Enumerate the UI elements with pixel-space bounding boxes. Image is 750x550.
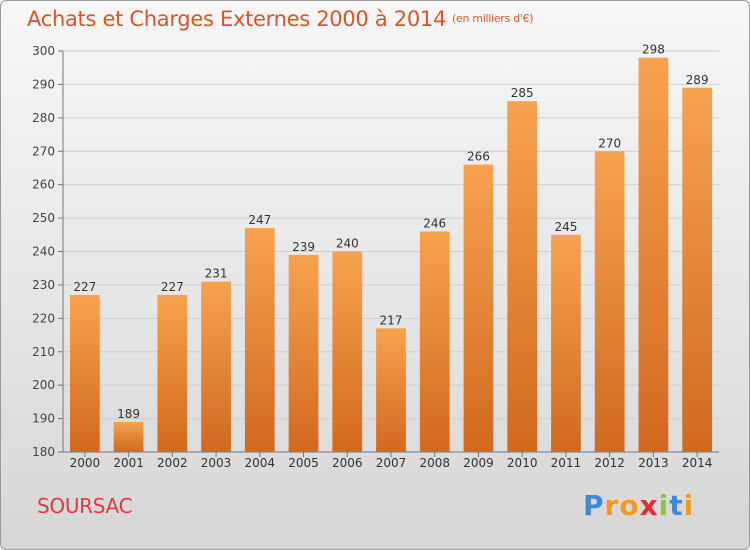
data-label-2008: 246	[423, 216, 446, 230]
logo-letter: x	[639, 489, 659, 522]
x-tick-label: 2009	[463, 456, 494, 470]
bar-2004	[244, 228, 275, 452]
data-label-2014: 289	[686, 73, 709, 87]
data-label-2005: 239	[292, 240, 315, 254]
y-tick-label: 300	[32, 44, 55, 58]
bar-2001	[113, 421, 144, 452]
x-tick-label: 2002	[157, 456, 188, 470]
x-tick-label: 2007	[376, 456, 407, 470]
data-label-2007: 217	[380, 313, 403, 327]
data-label-2012: 270	[598, 136, 621, 150]
bar-2007	[376, 328, 406, 452]
bar-2000	[69, 294, 100, 452]
y-tick-label: 260	[32, 178, 55, 192]
bar-2006	[332, 251, 363, 452]
data-label-2000: 227	[73, 280, 96, 294]
bar-2013	[638, 57, 669, 452]
y-tick-label: 250	[32, 211, 55, 225]
x-tick-label: 2000	[70, 456, 101, 470]
data-label-2006: 240	[336, 237, 359, 251]
x-tick-label: 2008	[419, 456, 450, 470]
chart-subtitle: (en milliers d'€)	[452, 12, 534, 25]
bar-2014	[682, 87, 713, 452]
bar-2002	[157, 294, 188, 452]
y-tick-label: 230	[32, 278, 55, 292]
x-tick-label: 2012	[594, 456, 625, 470]
data-label-2002: 227	[161, 280, 184, 294]
bar-2010	[507, 101, 538, 452]
logo-letter: P	[583, 489, 605, 522]
x-tick-label: 2004	[245, 456, 276, 470]
y-tick-label: 280	[32, 111, 55, 125]
bar-2012	[594, 151, 625, 452]
x-tick-label: 2014	[682, 456, 713, 470]
data-label-2009: 266	[467, 150, 490, 164]
x-tick-label: 2001	[113, 456, 144, 470]
bar-2011	[551, 234, 581, 452]
x-tick-labels: 2000 2001 2002 2003 2004 2005 2006 2007 2008 2009…	[70, 452, 713, 470]
y-tick-label: 180	[32, 445, 55, 459]
x-tick-label: 2003	[201, 456, 232, 470]
y-tick-label: 270	[32, 144, 55, 158]
data-label-2001: 189	[117, 407, 140, 421]
commune-name: SOURSAC	[37, 494, 133, 518]
y-tick-label: 210	[32, 345, 55, 359]
chart-title: Achats et Charges Externes 2000 à 2014 (e…	[27, 7, 534, 31]
x-tick-label: 2005	[288, 456, 319, 470]
x-tick-label: 2013	[638, 456, 669, 470]
y-tick-label: 200	[32, 378, 55, 392]
proxiti-logo: Proxiti	[583, 489, 694, 522]
logo-letter: i	[658, 489, 670, 522]
logo-letter: o	[619, 489, 640, 522]
chart-title-text: Achats et Charges Externes 2000 à 2014	[27, 7, 447, 31]
logo-letter: t	[669, 489, 684, 522]
y-tick-label: 220	[32, 311, 55, 325]
bar-2003	[201, 281, 231, 452]
bar-2005	[288, 254, 319, 452]
y-tick-label: 240	[32, 245, 55, 259]
data-label-2004: 247	[248, 213, 271, 227]
x-tick-label: 2011	[551, 456, 582, 470]
y-tick-label: 290	[32, 77, 55, 91]
x-tick-label: 2006	[332, 456, 363, 470]
data-label-2011: 245	[554, 220, 577, 234]
bars	[69, 57, 713, 452]
y-tick-label: 190	[32, 412, 55, 426]
data-label-2003: 231	[205, 267, 228, 281]
bar-2008	[419, 231, 450, 452]
bar-2009	[463, 164, 494, 452]
logo-letter: i	[683, 489, 695, 522]
data-label-2010: 285	[511, 86, 534, 100]
data-labels: 227 189 227 231 247 239 240 217 246 266 285 245 270 2…	[73, 43, 708, 421]
y-tick-labels: 180 190 200 210 220 230 240 250 260 270 280 290 300	[32, 44, 63, 459]
logo-letter: r	[604, 489, 620, 522]
x-tick-label: 2010	[507, 456, 538, 470]
data-label-2013: 298	[642, 43, 665, 57]
